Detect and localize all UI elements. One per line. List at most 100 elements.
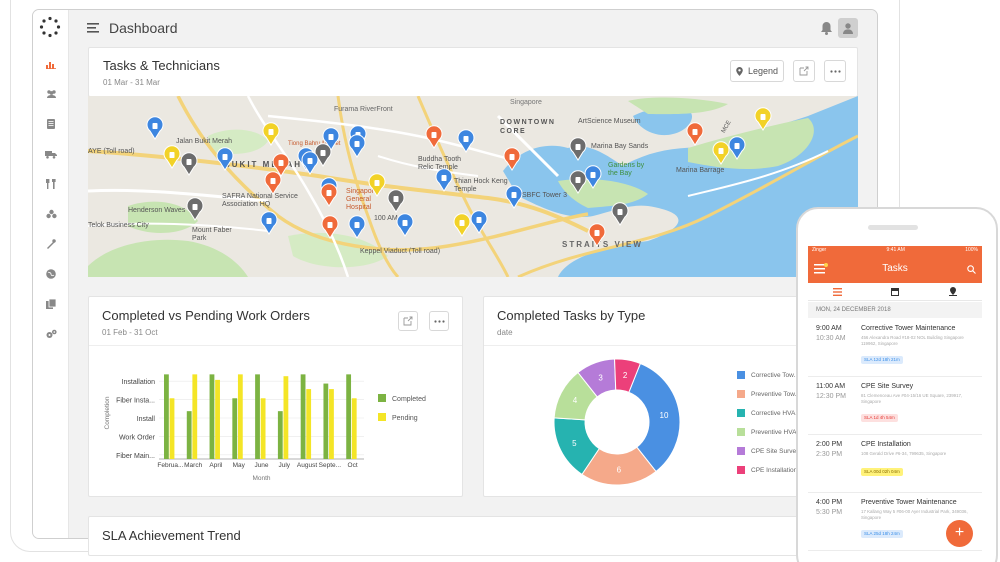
map-marker[interactable] — [584, 149, 602, 189]
task-name: CPE Installation — [861, 441, 911, 448]
map-marker[interactable] — [180, 136, 198, 176]
add-task-button[interactable]: + — [946, 520, 973, 547]
bar — [351, 398, 357, 459]
work-orders-more-button[interactable] — [429, 311, 449, 331]
legend-swatch — [378, 394, 386, 402]
bar — [306, 389, 312, 459]
bell-icon[interactable] — [820, 21, 833, 35]
legend-swatch — [737, 371, 745, 379]
map-label: Telok Business City — [88, 222, 149, 229]
sidebar-item-globe[interactable] — [33, 264, 69, 284]
map-marker[interactable] — [216, 131, 234, 171]
sidebar-item-settings[interactable] — [33, 324, 69, 344]
map-marker[interactable] — [322, 111, 340, 151]
task-item[interactable]: 4:00 PM 5:30 PM Preventive Tower Maintenan… — [808, 493, 982, 551]
copy-icon — [46, 299, 56, 309]
map-marker[interactable] — [348, 118, 366, 158]
map-marker[interactable] — [186, 181, 204, 221]
bar — [215, 379, 220, 459]
legend-label: Preventive HVA... — [751, 428, 802, 436]
pie-slice — [614, 358, 642, 393]
task-end-time: 12:30 PM — [816, 393, 846, 400]
task-end-time: 2:30 PM — [816, 451, 843, 458]
sidebar-item-inventory[interactable] — [33, 204, 69, 224]
tasks-map-more-button[interactable] — [824, 60, 846, 82]
task-item[interactable]: 2:00 PM 2:30 PM CPE Installation 108 Gerald… — [808, 435, 982, 493]
map-marker[interactable] — [320, 167, 338, 207]
avatar[interactable] — [838, 18, 858, 38]
map-label: STRAITS VIEW — [562, 240, 643, 249]
x-tick-label: June — [254, 462, 268, 469]
location-icon — [736, 66, 743, 76]
map-marker[interactable] — [264, 155, 282, 195]
task-name: CPE Site Survey — [861, 383, 914, 390]
map-marker[interactable] — [611, 186, 629, 226]
y-axis-label: Completion — [104, 396, 111, 429]
legend-item: CPE Installation — [737, 466, 797, 474]
tab-map[interactable] — [924, 283, 982, 300]
map-marker[interactable] — [396, 197, 414, 237]
work-orders-export-button[interactable] — [398, 311, 418, 331]
phone-speaker — [868, 225, 918, 230]
map-marker[interactable] — [457, 113, 475, 153]
bar — [255, 374, 260, 459]
task-item[interactable]: 11:00 AM 12:30 PM CPE Site Survey 81 Clemen… — [808, 377, 982, 435]
map-marker[interactable] — [505, 169, 523, 209]
map-marker[interactable] — [387, 173, 405, 213]
legend-button-label: Legend — [747, 66, 779, 76]
map-marker[interactable] — [503, 131, 521, 171]
logo-icon[interactable] — [39, 16, 61, 38]
map-marker[interactable] — [321, 199, 339, 239]
map-marker[interactable] — [368, 157, 386, 197]
sidebar-item-tools[interactable] — [33, 174, 69, 194]
map-marker[interactable] — [728, 120, 746, 160]
x-tick-label: May — [233, 462, 246, 469]
map-marker[interactable] — [686, 106, 704, 146]
tasks-map-export-button[interactable] — [793, 60, 815, 82]
sidebar — [33, 10, 69, 538]
map-marker[interactable] — [754, 96, 772, 131]
sidebar-item-maintenance[interactable] — [33, 234, 69, 254]
map-marker[interactable] — [425, 109, 443, 149]
map-marker[interactable] — [262, 106, 280, 146]
legend-swatch — [378, 413, 386, 421]
map-pin-icon — [949, 287, 957, 296]
map-marker[interactable] — [569, 154, 587, 194]
map-label: Gardens by the Bay — [608, 162, 645, 177]
map-marker[interactable] — [260, 195, 278, 235]
bar — [209, 374, 215, 459]
sidebar-item-documents[interactable] — [33, 114, 69, 134]
menu-icon[interactable] — [87, 23, 99, 33]
map-marker[interactable] — [470, 194, 488, 234]
map-label: DOWNTOWN CORE — [500, 119, 556, 135]
menu-icon[interactable] — [814, 263, 828, 275]
tasks-map[interactable]: Furama RiverFront Singapore DOWNTOWN COR… — [88, 96, 858, 277]
globe-icon — [46, 269, 56, 279]
sidebar-item-reports[interactable] — [33, 294, 69, 314]
legend-button[interactable]: Legend — [730, 60, 784, 82]
map-marker[interactable] — [588, 207, 606, 247]
work-orders-date-range: 01 Feb - 31 Oct — [102, 328, 158, 337]
map-marker[interactable] — [348, 199, 366, 239]
search-icon[interactable] — [967, 265, 976, 274]
tab-calendar[interactable] — [866, 283, 924, 300]
map-marker[interactable] — [272, 137, 290, 177]
legend-swatch — [737, 466, 745, 474]
map-marker[interactable] — [301, 135, 319, 175]
map-label: Singapore — [510, 99, 542, 106]
map-marker[interactable] — [163, 129, 181, 169]
map-label: Marina Bay Sands — [591, 143, 649, 150]
task-item[interactable]: 9:00 AM 10:30 AM Corrective Tower Maintena… — [808, 319, 982, 377]
tasks-map-date-range: 01 Mar - 31 Mar — [103, 78, 160, 87]
map-marker[interactable] — [453, 197, 471, 237]
sidebar-item-users[interactable] — [33, 84, 69, 104]
task-address: 456 Alexandra Road #18-02 NOL Building S… — [861, 335, 964, 346]
map-marker[interactable] — [569, 121, 587, 161]
map-marker[interactable] — [146, 100, 164, 140]
tab-list[interactable] — [808, 283, 866, 300]
sidebar-item-fleet[interactable] — [33, 144, 69, 164]
map-marker[interactable] — [712, 125, 730, 165]
map-marker[interactable] — [314, 127, 332, 167]
sidebar-item-dashboard[interactable] — [33, 54, 69, 74]
map-marker[interactable] — [435, 152, 453, 192]
